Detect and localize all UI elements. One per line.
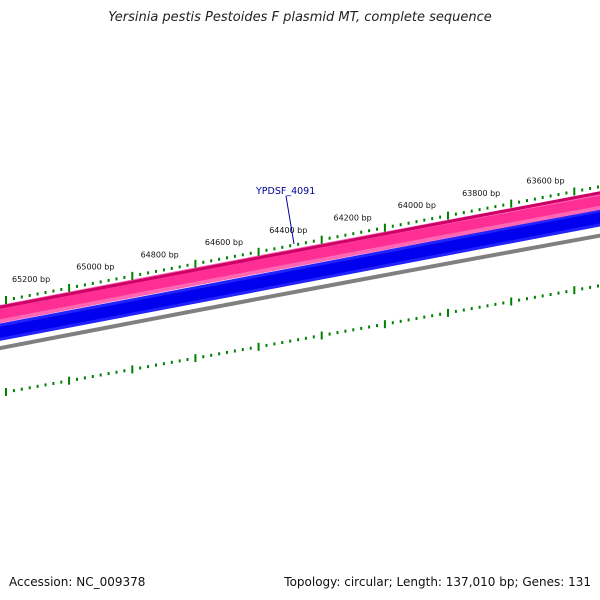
gene-label: YPDSF_4091 — [255, 186, 315, 197]
position-label: 65200 bp — [12, 275, 50, 284]
position-label: 63600 bp — [526, 177, 564, 186]
topology-text: Topology: circular; Length: 137,010 bp; … — [284, 575, 591, 589]
accession-text: Accession: NC_009378 — [9, 575, 146, 589]
position-label: 63800 bp — [462, 189, 500, 198]
position-label: 64200 bp — [334, 214, 372, 223]
outer-tick-marks — [5, 185, 599, 304]
position-label: 64000 bp — [398, 201, 436, 210]
position-label: 64400 bp — [269, 226, 307, 235]
gene-callout-line — [285, 195, 295, 245]
position-label: 64800 bp — [141, 250, 179, 259]
reverse-strand-core — [0, 212, 600, 338]
map-title: Yersinia pestis Pestoides F plasmid MT, … — [108, 10, 492, 25]
position-labels: 65200 bp 65000 bp 64800 bp 64600 bp 64400 bp… — [12, 177, 565, 284]
inner-tick-marks — [5, 284, 599, 396]
forward-strand-edge — [0, 191, 600, 309]
position-label: 64600 bp — [205, 238, 243, 247]
forward-strand-core — [0, 195, 600, 320]
position-label: 65000 bp — [76, 263, 114, 272]
backbone-ring — [0, 233, 600, 351]
